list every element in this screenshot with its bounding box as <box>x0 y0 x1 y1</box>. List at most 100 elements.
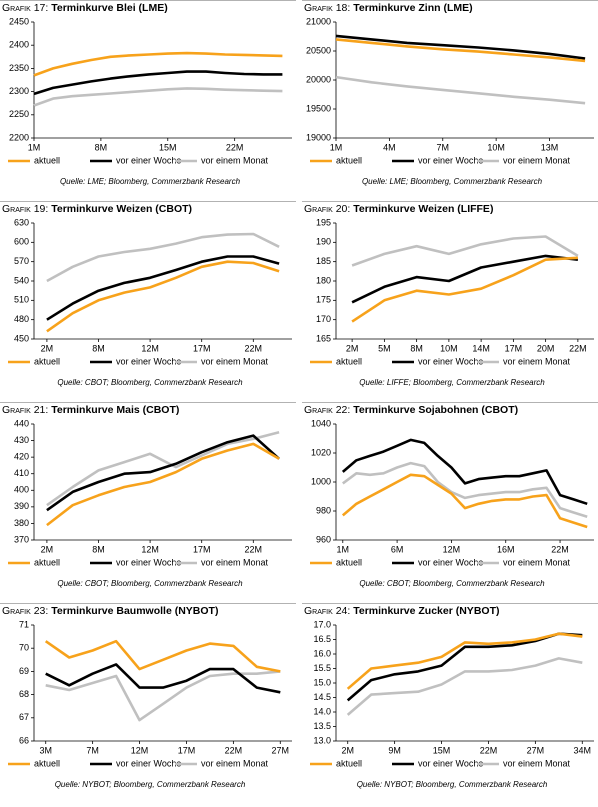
y-tick-label: 20000 <box>306 74 331 84</box>
y-tick-label: 450 <box>14 333 29 343</box>
y-tick-label: 370 <box>14 534 29 544</box>
y-tick-label: 980 <box>316 505 331 515</box>
x-tick-label: 22M <box>226 142 244 152</box>
x-tick-label: 8M <box>410 343 423 353</box>
series-line <box>46 442 280 527</box>
series-line <box>46 431 280 507</box>
y-tick-label: 13.5 <box>313 721 331 731</box>
y-tick-label: 15.0 <box>313 677 331 687</box>
y-tick-label: 16.5 <box>313 634 331 644</box>
x-tick-label: 17M <box>178 745 196 755</box>
x-tick-label: 22M <box>480 745 498 755</box>
y-tick-label: 70 <box>19 643 29 653</box>
source: Quelle: LME; Bloomberg, Commerzbank Rese… <box>362 177 543 186</box>
source: Quelle: LME; Bloomberg, Commerzbank Rese… <box>60 177 241 186</box>
x-tick-label: 22M <box>245 544 263 554</box>
x-tick-label: 1M <box>28 142 41 152</box>
y-tick-label: 2200 <box>9 132 29 142</box>
chart-title-text: Terminkurve Mais (CBOT) <box>51 404 179 416</box>
x-tick-label: 10M <box>487 142 505 152</box>
chart-label: Grafik 23: <box>2 605 48 617</box>
y-tick-label: 165 <box>316 333 331 343</box>
x-tick-label: 7M <box>86 745 99 755</box>
y-tick-label: 66 <box>19 735 29 745</box>
y-tick-label: 68 <box>19 689 29 699</box>
source: Quelle: CBOT; Bloomberg, Commerzbank Res… <box>57 378 243 387</box>
source: Quelle: CBOT; Bloomberg, Commerzbank Res… <box>359 579 545 588</box>
series-line <box>33 87 283 107</box>
series-line <box>45 663 281 694</box>
series-line <box>351 235 579 267</box>
chart-label: Grafik 22: <box>304 404 350 416</box>
y-tick-label: 440 <box>14 418 29 428</box>
y-tick-label: 170 <box>316 314 331 324</box>
legend-label: aktuell <box>34 557 60 567</box>
x-tick-label: 6M <box>391 544 404 554</box>
legend-label: vor einem Monat <box>503 356 571 366</box>
chart-title: Grafik 19: Terminkurve Weizen (CBOT) <box>2 203 192 215</box>
x-tick-label: 1M <box>330 142 343 152</box>
source: Quelle: CBOT; Bloomberg, Commerzbank Res… <box>57 579 243 588</box>
y-tick-label: 430 <box>14 435 29 445</box>
x-tick-label: 3M <box>39 745 52 755</box>
y-tick-label: 2300 <box>9 86 29 96</box>
x-tick-label: 15M <box>159 142 177 152</box>
chart-title: Grafik 17: Terminkurve Blei (LME) <box>2 2 168 14</box>
y-tick-label: 2450 <box>9 16 29 26</box>
legend-label: vor einer Woche <box>418 557 483 567</box>
chart-title-text: Terminkurve Weizen (LIFFE) <box>353 203 493 215</box>
x-tick-label: 8M <box>92 544 105 554</box>
y-tick-label: 400 <box>14 485 29 495</box>
chart-title: Grafik 22: Terminkurve Sojabohnen (CBOT) <box>304 404 518 416</box>
y-tick-label: 17.0 <box>313 619 331 629</box>
x-tick-label: 16M <box>497 544 515 554</box>
series-line <box>46 255 280 321</box>
y-tick-label: 185 <box>316 256 331 266</box>
x-tick-label: 22M <box>245 343 263 353</box>
series-line <box>335 75 586 105</box>
x-tick-label: 13M <box>541 142 559 152</box>
series-line <box>351 256 578 323</box>
y-tick-label: 570 <box>14 256 29 266</box>
legend-label: vor einem Monat <box>201 155 269 165</box>
legend-label: vor einem Monat <box>503 758 571 768</box>
chart-title: Grafik 21: Terminkurve Mais (CBOT) <box>2 404 179 416</box>
chart-title: Grafik 23: Terminkurve Baumwolle (NYBOT) <box>2 605 218 617</box>
series-line <box>46 232 280 283</box>
series-line <box>33 70 283 96</box>
series-line <box>33 51 283 77</box>
legend-label: aktuell <box>34 155 60 165</box>
x-tick-label: 8M <box>92 343 105 353</box>
y-tick-label: 20500 <box>306 45 331 55</box>
chart-title-text: Terminkurve Sojabohnen (CBOT) <box>353 404 518 416</box>
source: Quelle: NYBOT; Bloomberg, Commerzbank Re… <box>55 780 246 789</box>
x-tick-label: 2M <box>346 343 359 353</box>
series-line <box>351 254 579 304</box>
y-tick-label: 14.5 <box>313 692 331 702</box>
x-tick-label: 9M <box>388 745 401 755</box>
y-tick-label: 1020 <box>311 447 331 457</box>
x-tick-label: 12M <box>443 544 461 554</box>
chart-title-text: Terminkurve Baumwolle (NYBOT) <box>51 605 218 617</box>
legend-label: aktuell <box>336 758 362 768</box>
x-tick-label: 12M <box>141 343 159 353</box>
x-tick-label: 22M <box>569 343 587 353</box>
y-tick-label: 19000 <box>306 132 331 142</box>
y-tick-label: 15.5 <box>313 663 331 673</box>
y-tick-label: 600 <box>14 237 29 247</box>
legend-label: vor einer Woche <box>116 758 181 768</box>
y-tick-label: 480 <box>14 314 29 324</box>
chart-title: Grafik 18: Terminkurve Zinn (LME) <box>304 2 473 14</box>
x-tick-label: 2M <box>41 343 54 353</box>
y-tick-label: 420 <box>14 452 29 462</box>
x-tick-label: 20M <box>537 343 555 353</box>
legend-label: aktuell <box>34 758 60 768</box>
y-tick-label: 540 <box>14 275 29 285</box>
y-tick-label: 71 <box>19 619 29 629</box>
y-tick-label: 180 <box>316 275 331 285</box>
chart-title-text: Terminkurve Weizen (CBOT) <box>51 203 192 215</box>
legend-label: vor einem Monat <box>201 758 269 768</box>
series-line <box>335 38 586 63</box>
source: Quelle: LIFFE; Bloomberg, Commerzbank Re… <box>359 378 545 387</box>
legend-label: vor einer Woche <box>418 155 483 165</box>
